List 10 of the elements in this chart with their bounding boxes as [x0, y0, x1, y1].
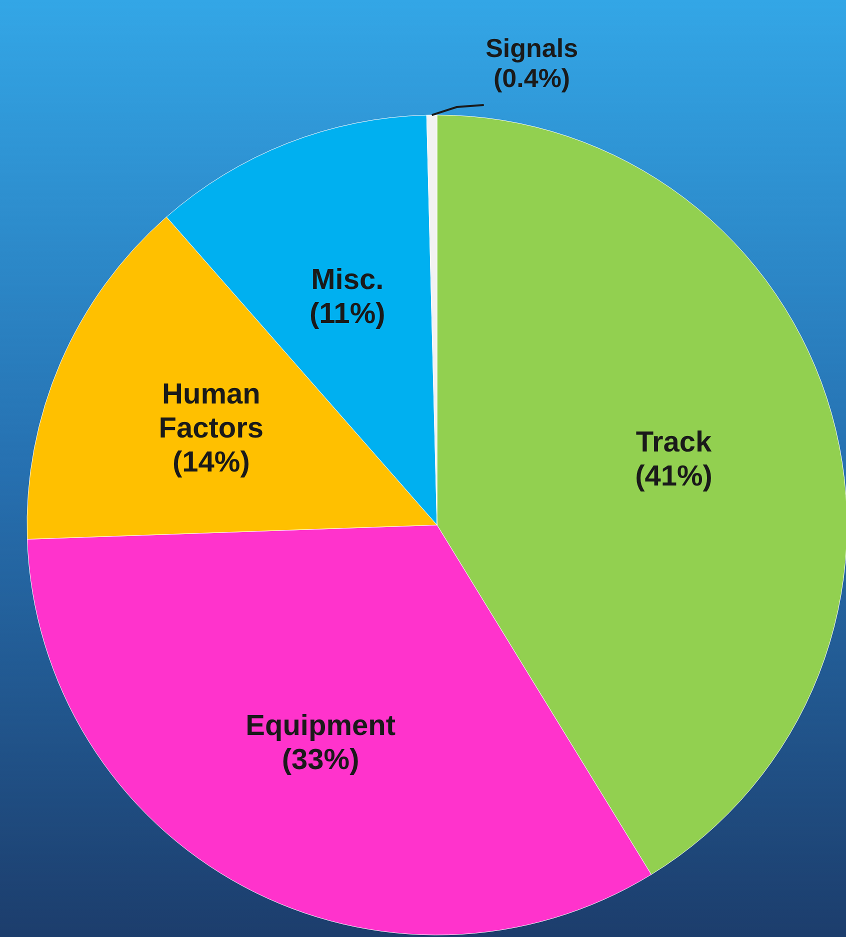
slice-label: Signals [486, 33, 578, 64]
slice-label: Track [636, 426, 713, 458]
data-label: (14%) [172, 446, 250, 479]
slice-label: Misc. [311, 264, 384, 296]
data-label: (41%) [635, 460, 712, 492]
data-label: (11%) [309, 298, 386, 330]
slice-label: Human Factors [158, 378, 264, 445]
data-label: (0.4%) [494, 63, 570, 94]
slice-label: Equipment [246, 710, 396, 742]
data-label: (33%) [282, 744, 360, 776]
